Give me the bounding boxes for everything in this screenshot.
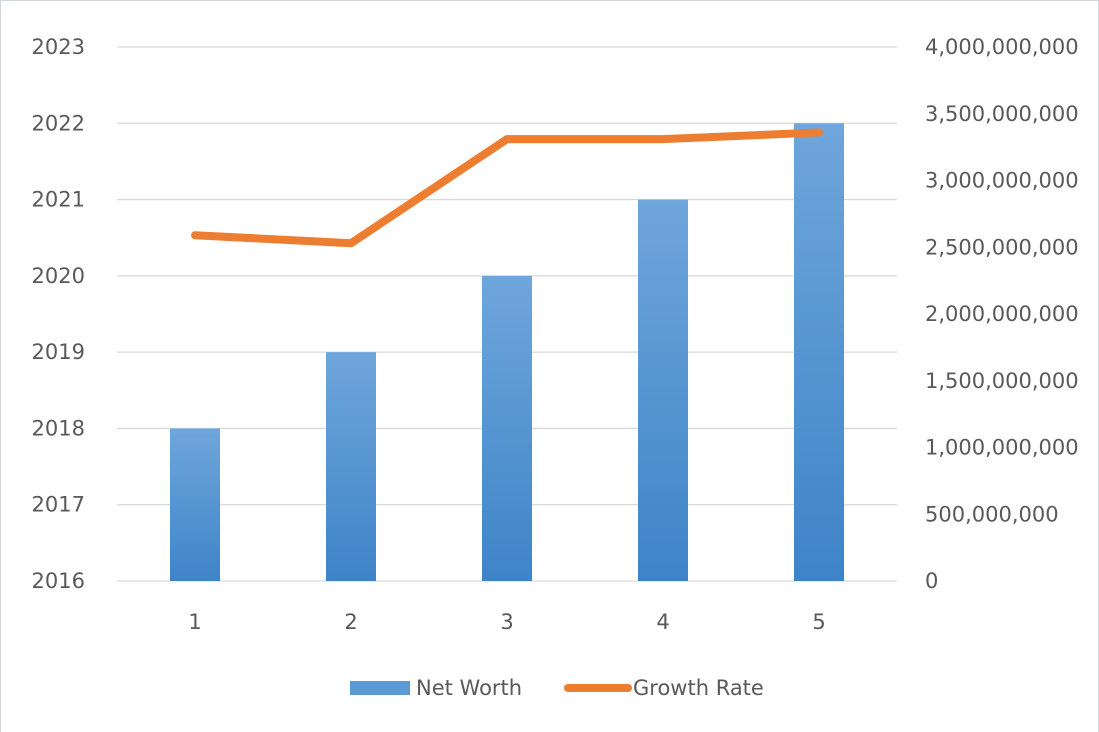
growth-rate-point-5 <box>818 131 820 133</box>
bar-1 <box>170 428 220 581</box>
left-tick-label: 2019 <box>32 340 85 364</box>
bar-4 <box>638 199 688 582</box>
left-tick-label: 2022 <box>32 111 85 135</box>
legend: Net Worth Growth Rate <box>350 676 764 700</box>
growth-rate-point-1 <box>194 234 196 236</box>
legend-swatch-net-worth <box>350 681 410 695</box>
legend-label-growth-rate: Growth Rate <box>633 676 764 700</box>
left-tick-label: 2021 <box>32 188 85 212</box>
right-axis-ticks: 0 500,000,000 1,000,000,000 1,500,000,000 2,… <box>925 35 1079 593</box>
growth-rate-point-3 <box>506 138 508 140</box>
legend-label-net-worth: Net Worth <box>416 676 522 700</box>
right-tick-label: 2,000,000,000 <box>925 302 1079 326</box>
bar-2 <box>326 352 376 581</box>
bar-series <box>170 123 844 582</box>
right-tick-label: 3,500,000,000 <box>925 102 1079 126</box>
growth-rate-point-2 <box>350 242 352 244</box>
left-tick-label: 2020 <box>32 264 85 288</box>
x-tick-label: 4 <box>656 610 669 634</box>
left-tick-label: 2017 <box>32 493 85 517</box>
left-tick-label: 2016 <box>32 569 85 593</box>
bar-3 <box>482 275 532 581</box>
growth-rate-line <box>191 128 823 248</box>
x-tick-label: 1 <box>188 610 201 634</box>
left-tick-label: 2023 <box>32 35 85 59</box>
x-tick-label: 5 <box>812 610 825 634</box>
right-tick-label: 0 <box>925 569 938 593</box>
left-axis-ticks: 2016 2017 2018 2019 2020 2021 2022 2023 <box>32 35 85 593</box>
right-tick-label: 1,000,000,000 <box>925 436 1079 460</box>
bar-5 <box>794 123 844 582</box>
right-tick-label: 4,000,000,000 <box>925 35 1079 59</box>
right-tick-label: 1,500,000,000 <box>925 369 1079 393</box>
left-tick-label: 2018 <box>32 416 85 440</box>
right-tick-label: 2,500,000,000 <box>925 235 1079 259</box>
right-tick-label: 500,000,000 <box>925 502 1059 526</box>
growth-rate-point-4 <box>662 138 664 140</box>
line-series <box>191 128 823 248</box>
right-tick-label: 3,000,000,000 <box>925 169 1079 193</box>
x-tick-label: 3 <box>500 610 513 634</box>
x-tick-label: 2 <box>344 610 357 634</box>
x-axis-ticks: 1 2 3 4 5 <box>188 610 825 634</box>
